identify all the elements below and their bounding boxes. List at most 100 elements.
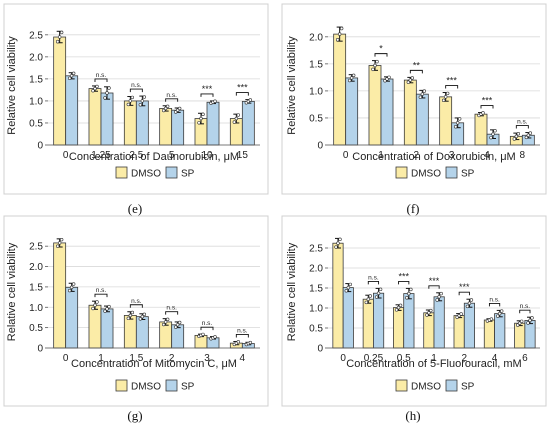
significance-bracket — [94, 293, 108, 298]
x-tick-label: 10 — [201, 150, 213, 161]
data-point — [105, 307, 109, 311]
bar-sp — [135, 316, 149, 349]
bar-dmso — [159, 108, 173, 146]
x-tick-label: 8 — [520, 150, 526, 161]
x-tick-label: 0 — [340, 353, 346, 364]
data-point — [489, 317, 494, 321]
y-tick-label: 1.5 — [29, 74, 43, 85]
significance-bracket — [515, 125, 529, 129]
data-point — [107, 86, 111, 90]
bar-dmso — [514, 322, 526, 349]
chart-panel-1: 0 0.5 1.0 1.5 2.0 2.5 0 1.25 2.5 5 10 15 n.s. n.s. n.s… — [3, 3, 269, 195]
data-point — [93, 303, 97, 307]
y-tick-label: 1.0 — [29, 96, 43, 107]
data-point — [140, 314, 145, 319]
y-tick-label: 0.5 — [309, 324, 323, 335]
significance-label: n.s. — [520, 303, 531, 310]
panel-label: (h) — [405, 408, 420, 423]
data-point — [406, 80, 411, 84]
significance-bracket — [480, 105, 494, 109]
data-point — [348, 282, 352, 287]
significance-label: n.s. — [96, 72, 107, 79]
bar-sp — [135, 100, 149, 146]
x-tick-label: 1 — [378, 150, 384, 161]
data-point — [165, 317, 170, 322]
legend-swatch-dmso — [115, 379, 128, 392]
data-point — [55, 244, 60, 248]
y-tick-label: 1.5 — [309, 59, 323, 70]
data-point — [457, 117, 462, 121]
data-point — [103, 96, 107, 100]
data-point — [197, 121, 201, 125]
legend-swatch-sp — [165, 166, 178, 179]
data-point — [489, 135, 493, 140]
bar-dmso — [362, 298, 374, 349]
data-point — [67, 288, 72, 293]
legend-swatch-dmso — [395, 166, 408, 179]
data-point — [344, 289, 348, 293]
legend-label-dmso: DMSO — [131, 382, 161, 393]
x-tick-label: 2.5 — [129, 150, 143, 161]
bar-dmso — [123, 100, 137, 146]
bar-dmso — [368, 65, 382, 146]
data-point — [236, 340, 241, 344]
bar-sp — [345, 77, 359, 146]
x-tick-label: 2 — [414, 150, 420, 161]
significance-label: *** — [459, 282, 470, 292]
data-point — [173, 325, 178, 329]
data-point — [177, 320, 182, 325]
y-tick-label: 1.5 — [309, 284, 323, 295]
significance-label: * — [379, 44, 383, 54]
x-tick-label: 15 — [237, 150, 249, 161]
data-point — [500, 309, 504, 313]
legend-swatch-dmso — [115, 166, 128, 179]
significance-bracket — [374, 53, 388, 57]
data-point — [103, 309, 107, 313]
bar-sp — [433, 296, 445, 349]
data-point — [366, 297, 370, 301]
legend: DMSO SP — [115, 379, 195, 393]
data-point — [95, 300, 99, 304]
panel-label: (f) — [407, 201, 420, 216]
data-point — [493, 129, 497, 133]
data-point — [107, 304, 111, 309]
panel-label: (g) — [127, 408, 142, 423]
significance-label: ** — [413, 60, 421, 70]
chart-panel-2: 00.51.01.52.00 1 2 3 4 8*********n.s.Concentr… — [281, 3, 547, 195]
legend-swatch-sp — [445, 166, 458, 179]
significance-label: n.s. — [131, 82, 142, 89]
chart-panel-3: 0 0.5 1.0 1.5 2.0 2.5 0 1 1.5 2 3 4 n.s. n.s. n.s. n.s.… — [3, 215, 269, 407]
y-tick-label: 2.0 — [29, 52, 43, 63]
data-point — [378, 287, 383, 292]
data-point — [71, 71, 76, 76]
bar-sp — [171, 324, 185, 349]
significance-bracket — [235, 92, 249, 96]
bar-dmso — [53, 242, 67, 349]
bar-dmso — [332, 242, 344, 349]
data-point — [165, 104, 170, 109]
data-point — [201, 332, 205, 337]
legend: DMSO SP — [395, 166, 475, 180]
legend-label-sp: SP — [461, 169, 475, 180]
significance-bracket — [445, 85, 459, 89]
bar-sp — [463, 302, 475, 349]
significance-label: *** — [482, 96, 493, 106]
data-point — [368, 294, 372, 298]
data-point — [530, 316, 534, 320]
bar-sp — [342, 287, 354, 349]
bar-sp — [524, 319, 536, 349]
bar-sp — [206, 101, 220, 146]
bar-dmso — [333, 33, 347, 146]
legend-label-dmso: DMSO — [411, 169, 441, 180]
legend: DMSO SP — [115, 166, 195, 180]
significance-bracket — [458, 291, 470, 296]
data-point — [175, 323, 180, 327]
significance-bracket — [129, 304, 143, 308]
y-tick-label: 0 — [317, 141, 323, 152]
data-point — [163, 320, 168, 324]
data-point — [467, 301, 472, 305]
y-axis-title: Relative cell viability — [286, 36, 298, 135]
legend-label-dmso: DMSO — [131, 169, 161, 180]
data-point — [407, 291, 411, 296]
data-point — [95, 84, 99, 89]
